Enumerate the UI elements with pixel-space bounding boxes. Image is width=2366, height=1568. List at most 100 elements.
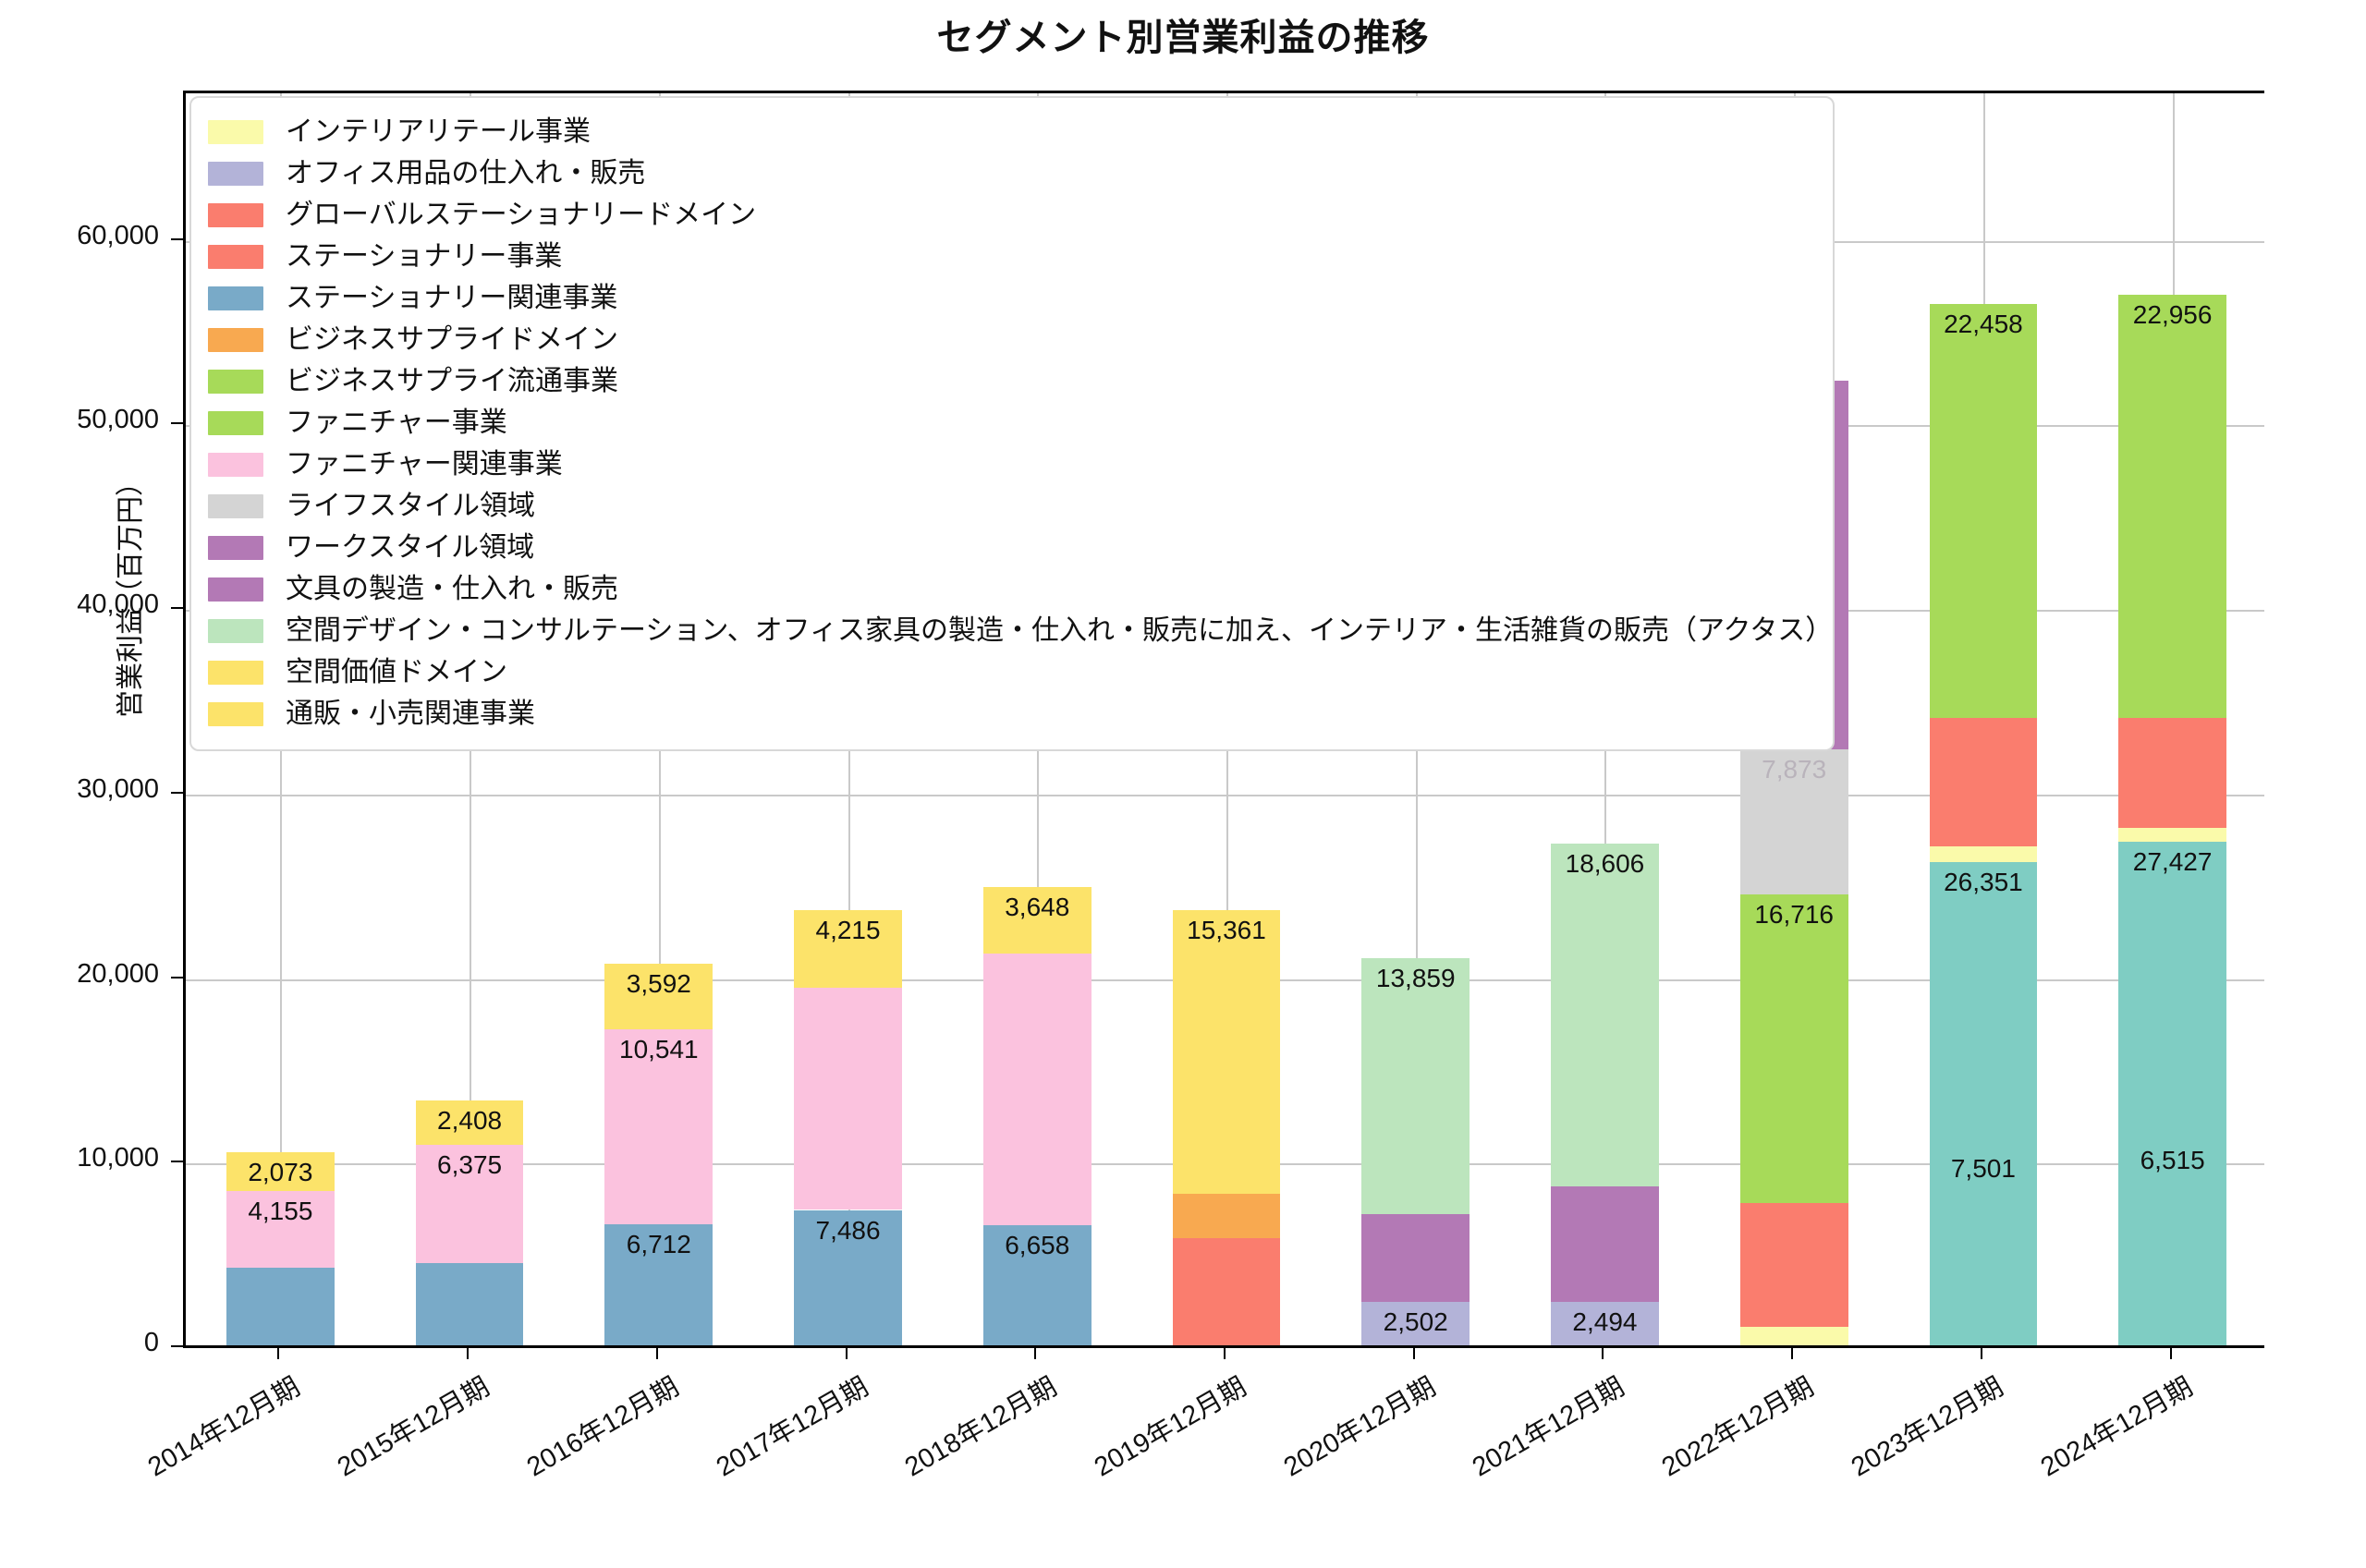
- bar-segment[interactable]: [1361, 958, 1470, 1215]
- legend-item-label: 空間価値ドメイン: [286, 656, 507, 687]
- bar-segment[interactable]: [1929, 861, 2038, 1348]
- bar-segment-label: 7,873: [1762, 755, 1827, 784]
- bar-segment[interactable]: [604, 1029, 713, 1224]
- bar-segment[interactable]: [1739, 894, 1848, 1204]
- legend-item[interactable]: ビジネスサプライ流通事業: [208, 360, 1816, 402]
- x-tick-mark: [1791, 1348, 1794, 1359]
- bar-segment[interactable]: [226, 1267, 335, 1348]
- y-tick-label: 40,000: [77, 590, 159, 620]
- bar-group[interactable]: 6,712 10,541 3,592: [604, 93, 713, 1348]
- y-tick-mark: [171, 237, 183, 240]
- legend-item[interactable]: 文具の製造・仕入れ・販売: [208, 568, 1816, 610]
- bar-segment-label: 15,361: [1187, 916, 1266, 945]
- bar-segment[interactable]: [1551, 843, 1659, 1187]
- legend-swatch-icon: [208, 244, 263, 269]
- legend-swatch-icon: [208, 577, 263, 602]
- x-tick-mark: [277, 1348, 280, 1359]
- bar-segment[interactable]: [1929, 845, 2038, 862]
- bar-segment[interactable]: [1172, 910, 1281, 1195]
- x-tick-mark: [1980, 1348, 1982, 1359]
- bar-segment[interactable]: [226, 1152, 335, 1191]
- legend-item-label: ライフスタイル領域: [286, 490, 535, 521]
- legend-item[interactable]: ビジネスサプライドメイン: [208, 319, 1816, 360]
- bar-segment-label: 7,486: [815, 1215, 881, 1245]
- bar-segment[interactable]: [794, 1209, 902, 1348]
- bar-group[interactable]: 6,658 3,648: [982, 93, 1092, 1348]
- legend-item[interactable]: ステーショナリー事業: [208, 236, 1816, 277]
- bar-segment[interactable]: [982, 954, 1092, 1226]
- legend-swatch-icon: [208, 618, 263, 643]
- legend-item[interactable]: グローバルステーショナリードメイン: [208, 194, 1816, 236]
- bar-segment[interactable]: [415, 1262, 524, 1348]
- legend-item[interactable]: 空間デザイン・コンサルテーション、オフィス家具の製造・仕入れ・販売に加え、インテ…: [208, 610, 1833, 651]
- chart-legend[interactable]: インテリアリテール事業オフィス用品の仕入れ・販売グローバルステーショナリードメイ…: [189, 96, 1835, 751]
- legend-item-label: ワークスタイル領域: [286, 531, 535, 563]
- legend-swatch-icon: [208, 701, 263, 726]
- bar-segment[interactable]: [1361, 1214, 1470, 1303]
- x-axis-line: [183, 1345, 2264, 1348]
- legend-swatch-icon: [208, 202, 263, 227]
- y-axis-label: 営業利益（百万円）: [116, 468, 146, 718]
- x-tick-mark: [1412, 1348, 1415, 1359]
- bar-group[interactable]: 6,375 2,408: [415, 93, 524, 1348]
- y-tick-label: 10,000: [77, 1143, 159, 1173]
- bar-segment-label: 3,648: [1005, 892, 1070, 921]
- x-tick-label: 2018年12月期: [900, 1371, 1063, 1483]
- bar-segment[interactable]: [604, 1223, 713, 1348]
- x-tick-label: 2015年12月期: [332, 1371, 495, 1483]
- bar-segment[interactable]: [2118, 718, 2226, 829]
- legend-item[interactable]: 空間価値ドメイン: [208, 651, 1816, 693]
- bar-group[interactable]: 27,427 6,515 22,956: [2118, 93, 2226, 1348]
- bar-group[interactable]: 4,155 2,073: [226, 93, 335, 1348]
- x-tick-label: 2017年12月期: [711, 1371, 873, 1483]
- bar-segment-label: 2,502: [1383, 1307, 1448, 1337]
- legend-item[interactable]: ファニチャー事業: [208, 402, 1816, 444]
- y-tick-mark: [171, 1345, 183, 1347]
- legend-item[interactable]: オフィス用品の仕入れ・販売: [208, 152, 1816, 194]
- bar-group[interactable]: 7,486 4,215: [794, 93, 902, 1348]
- bar-segment[interactable]: [1172, 1238, 1281, 1348]
- legend-item[interactable]: ステーショナリー関連事業: [208, 277, 1816, 319]
- legend-item[interactable]: ライフスタイル領域: [208, 485, 1816, 527]
- bar-group[interactable]: 2,502 13,859: [1361, 93, 1470, 1348]
- legend-item[interactable]: 通販・小売関連事業: [208, 693, 1816, 735]
- bar-group[interactable]: 15,361: [1172, 93, 1281, 1348]
- legend-item-label: オフィス用品の仕入れ・販売: [286, 157, 646, 188]
- legend-item[interactable]: ワークスタイル領域: [208, 527, 1816, 568]
- legend-item[interactable]: ファニチャー関連事業: [208, 444, 1816, 485]
- bar-segment[interactable]: [1929, 303, 2038, 719]
- bar-segment[interactable]: [1551, 1186, 1659, 1303]
- bar-segment-label: 22,956: [2132, 299, 2213, 329]
- bar-segment[interactable]: [1929, 718, 2038, 846]
- bar-segment[interactable]: [1361, 1302, 1470, 1348]
- bar-segment[interactable]: [794, 987, 902, 1210]
- bar-segment[interactable]: [1739, 1203, 1848, 1328]
- y-tick-mark: [171, 607, 183, 610]
- bar-segment[interactable]: [982, 886, 1092, 954]
- bar-segment[interactable]: [604, 963, 713, 1030]
- bar-group[interactable]: 2,494 18,606: [1551, 93, 1659, 1348]
- bar-segment[interactable]: [2118, 828, 2226, 843]
- bar-segment[interactable]: [1551, 1302, 1659, 1348]
- x-tick-label: 2020年12月期: [1278, 1371, 1441, 1483]
- bar-segment[interactable]: [1739, 1327, 1848, 1348]
- bar-segment[interactable]: [2118, 294, 2226, 719]
- bar-group[interactable]: 26,351 7,501 22,458: [1929, 93, 2038, 1348]
- bar-segment[interactable]: [2118, 842, 2226, 1348]
- x-tick-label: 2019年12月期: [1089, 1371, 1251, 1483]
- bar-segment-label: 6,658: [1005, 1231, 1070, 1260]
- bar-segment[interactable]: [415, 1145, 524, 1263]
- bar-segment[interactable]: [1739, 749, 1848, 895]
- bar-segment[interactable]: [982, 1225, 1092, 1348]
- x-tick-mark: [1224, 1348, 1226, 1359]
- gridline-horizontal: [186, 794, 2264, 796]
- bar-segment[interactable]: [794, 909, 902, 988]
- x-tick-label: 2014年12月期: [143, 1371, 306, 1483]
- bar-segment[interactable]: [1172, 1194, 1281, 1239]
- bar-segment-label: 2,408: [437, 1106, 503, 1136]
- legend-item[interactable]: インテリアリテール事業: [208, 111, 1816, 152]
- legend-swatch-icon: [208, 452, 263, 477]
- bar-segment[interactable]: [226, 1190, 335, 1268]
- bar-segment[interactable]: [415, 1100, 524, 1146]
